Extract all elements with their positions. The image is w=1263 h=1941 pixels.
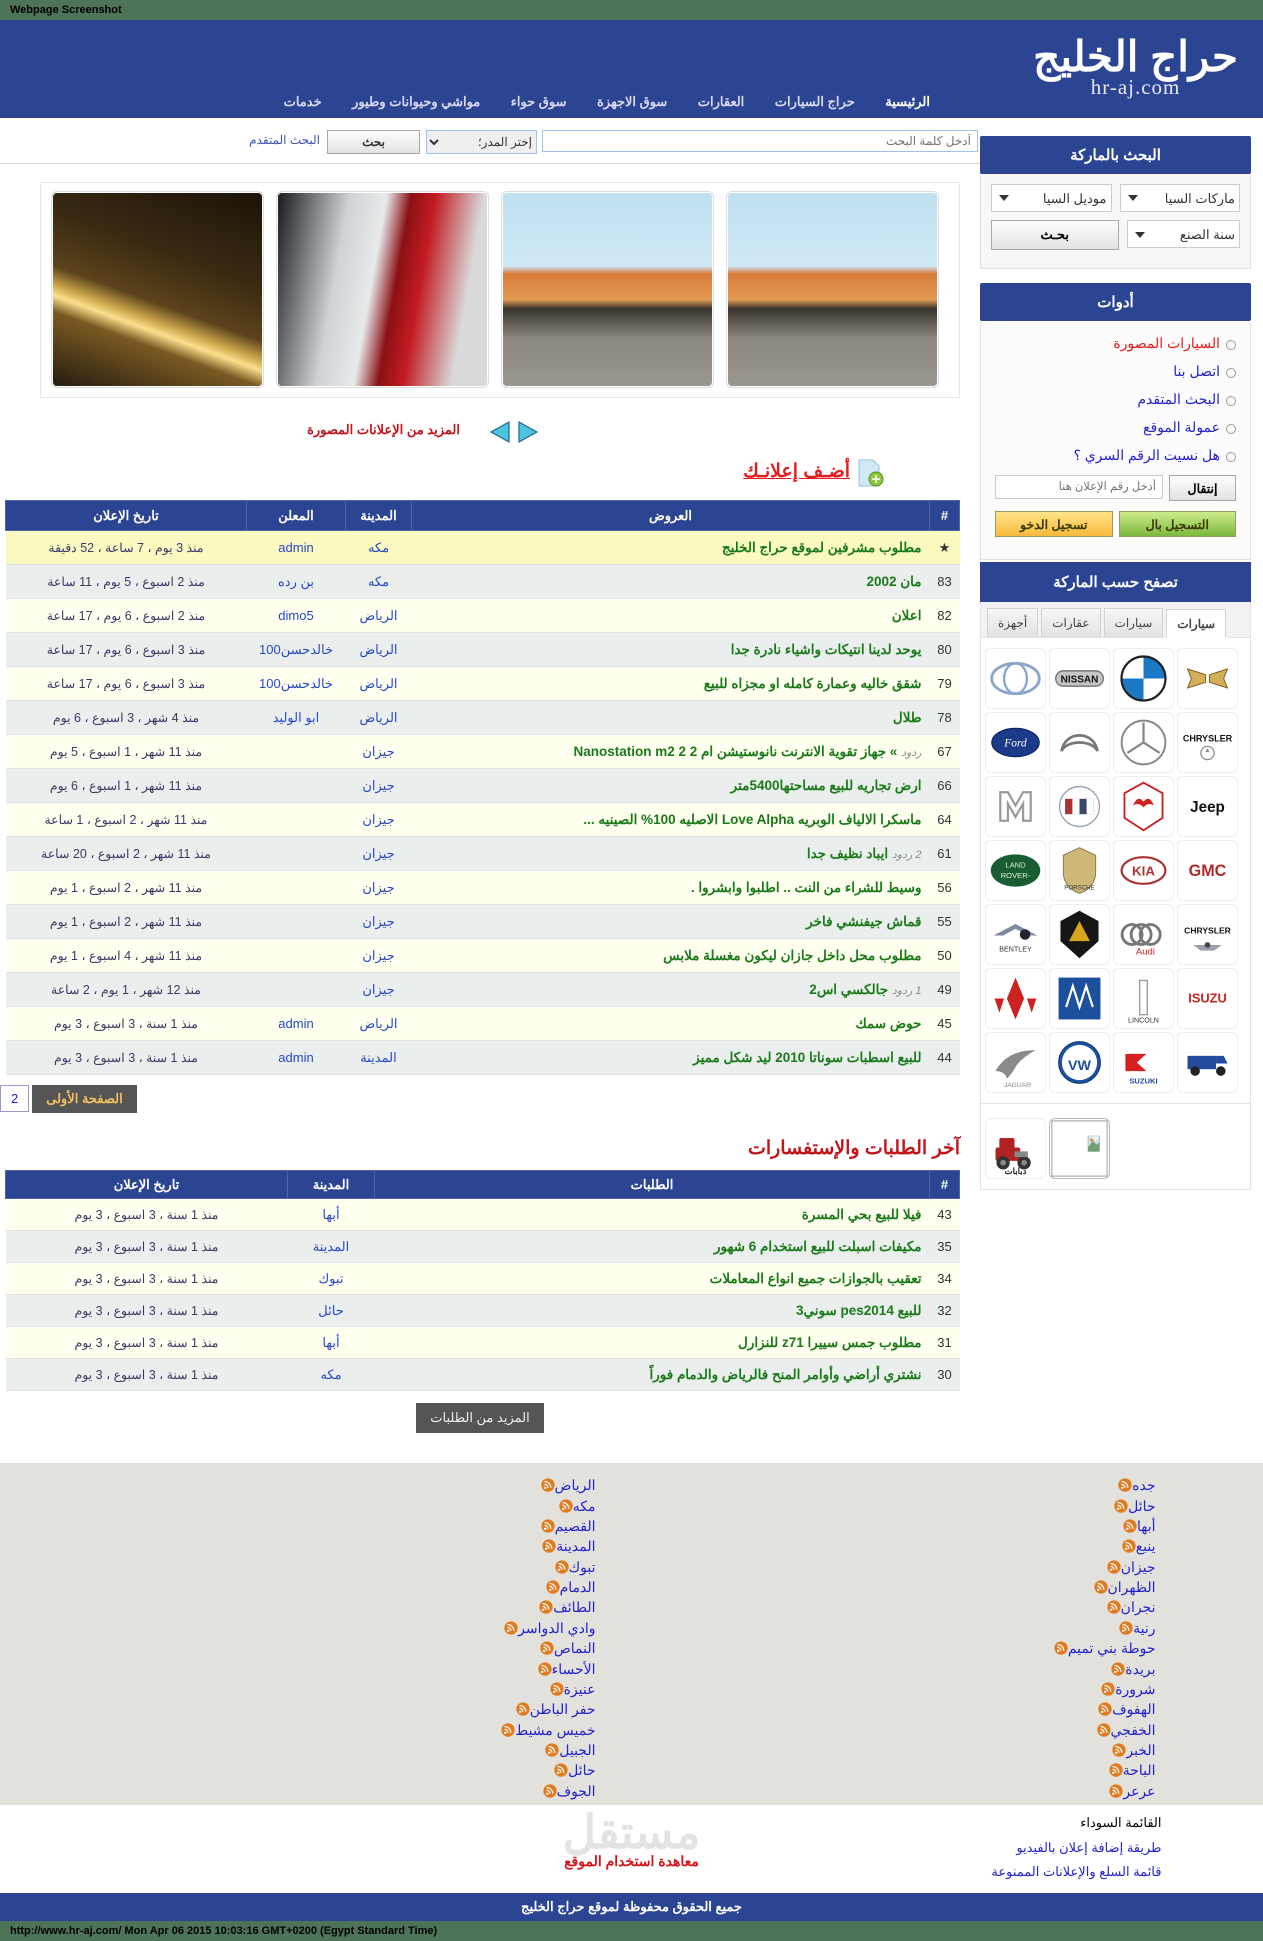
svg-text:KIA: KIA — [1132, 863, 1155, 878]
svg-text:SUZUKI: SUZUKI — [1129, 1076, 1157, 1085]
svg-text:VW: VW — [1068, 1058, 1092, 1074]
svg-text:NISSAN: NISSAN — [1061, 674, 1099, 685]
svg-text:LAND: LAND — [1005, 861, 1026, 870]
svg-text:LINCOLN: LINCOLN — [1128, 1016, 1159, 1024]
svg-text:BENTLEY: BENTLEY — [999, 946, 1032, 954]
svg-text:PORSCHE: PORSCHE — [1064, 885, 1095, 892]
svg-text:CHRYSLER: CHRYSLER — [1184, 926, 1231, 936]
svg-text:ISUZU: ISUZU — [1188, 990, 1227, 1005]
svg-text:JAGUAR: JAGUAR — [1004, 1082, 1031, 1089]
svg-text:GMC: GMC — [1189, 862, 1227, 880]
svg-text:Ford: Ford — [1003, 737, 1027, 749]
svg-text:-ROVER: -ROVER — [1001, 871, 1031, 880]
svg-text:Audi: Audi — [1136, 946, 1155, 957]
svg-text:Jeep: Jeep — [1190, 799, 1225, 816]
svg-text:دبابات: دبابات — [1005, 1166, 1027, 1176]
svg-text:CHRYSLER: CHRYSLER — [1183, 734, 1233, 744]
